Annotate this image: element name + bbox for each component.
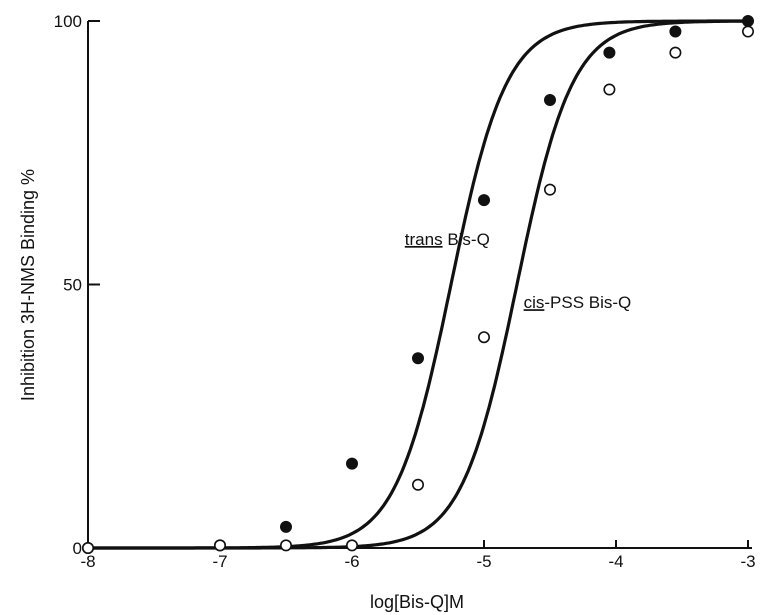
series-annotations: trans Bis-Q cis-PSS Bis-Q [405,230,631,312]
x-tick-label: -7 [212,552,227,571]
series-annotation: trans Bis-Q [405,230,490,249]
point-filled [543,94,556,107]
point-open [477,331,490,344]
labels: log[Bis-Q]M Inhibition 3H-NMS Binding % [18,169,464,612]
point-filled [603,46,616,59]
x-tick-label: -3 [740,552,755,571]
point-filled [345,457,358,470]
point-filled [669,25,682,38]
point-open [411,478,424,491]
point-filled [279,520,292,533]
point-open [543,183,556,196]
fitted-curves [88,19,748,550]
curve-line [88,19,748,550]
x-tick-label: -5 [476,552,491,571]
y-axis-title: Inhibition 3H-NMS Binding % [18,169,38,401]
curve-line [88,19,748,550]
annotation-underlined: cis [524,293,545,312]
x-tick-label: -8 [80,552,95,571]
annotation-rest: -PSS Bis-Q [544,293,631,312]
series-annotation: cis-PSS Bis-Q [524,293,632,312]
x-tick-label: -4 [608,552,623,571]
annotation-rest: Bis-Q [443,230,490,249]
x-axis-title: log[Bis-Q]M [370,592,464,612]
point-open [669,46,682,59]
point-filled [477,194,490,207]
annotation-underlined: trans [405,230,443,249]
y-tick-label: 0 [73,539,82,558]
point-open [741,25,754,38]
point-filled [411,352,424,365]
x-tick-label: -6 [344,552,359,571]
axes: -8 -7 -6 -5 -4 -3 0 50 100 [54,12,756,571]
y-tick-label: 100 [54,12,82,31]
point-open [345,539,358,552]
point-open [82,541,95,554]
point-open [603,83,616,96]
point-open [214,539,227,552]
point-open [279,539,292,552]
data-points [82,15,754,554]
point-filled [741,15,754,27]
y-tick-label: 50 [63,276,82,295]
